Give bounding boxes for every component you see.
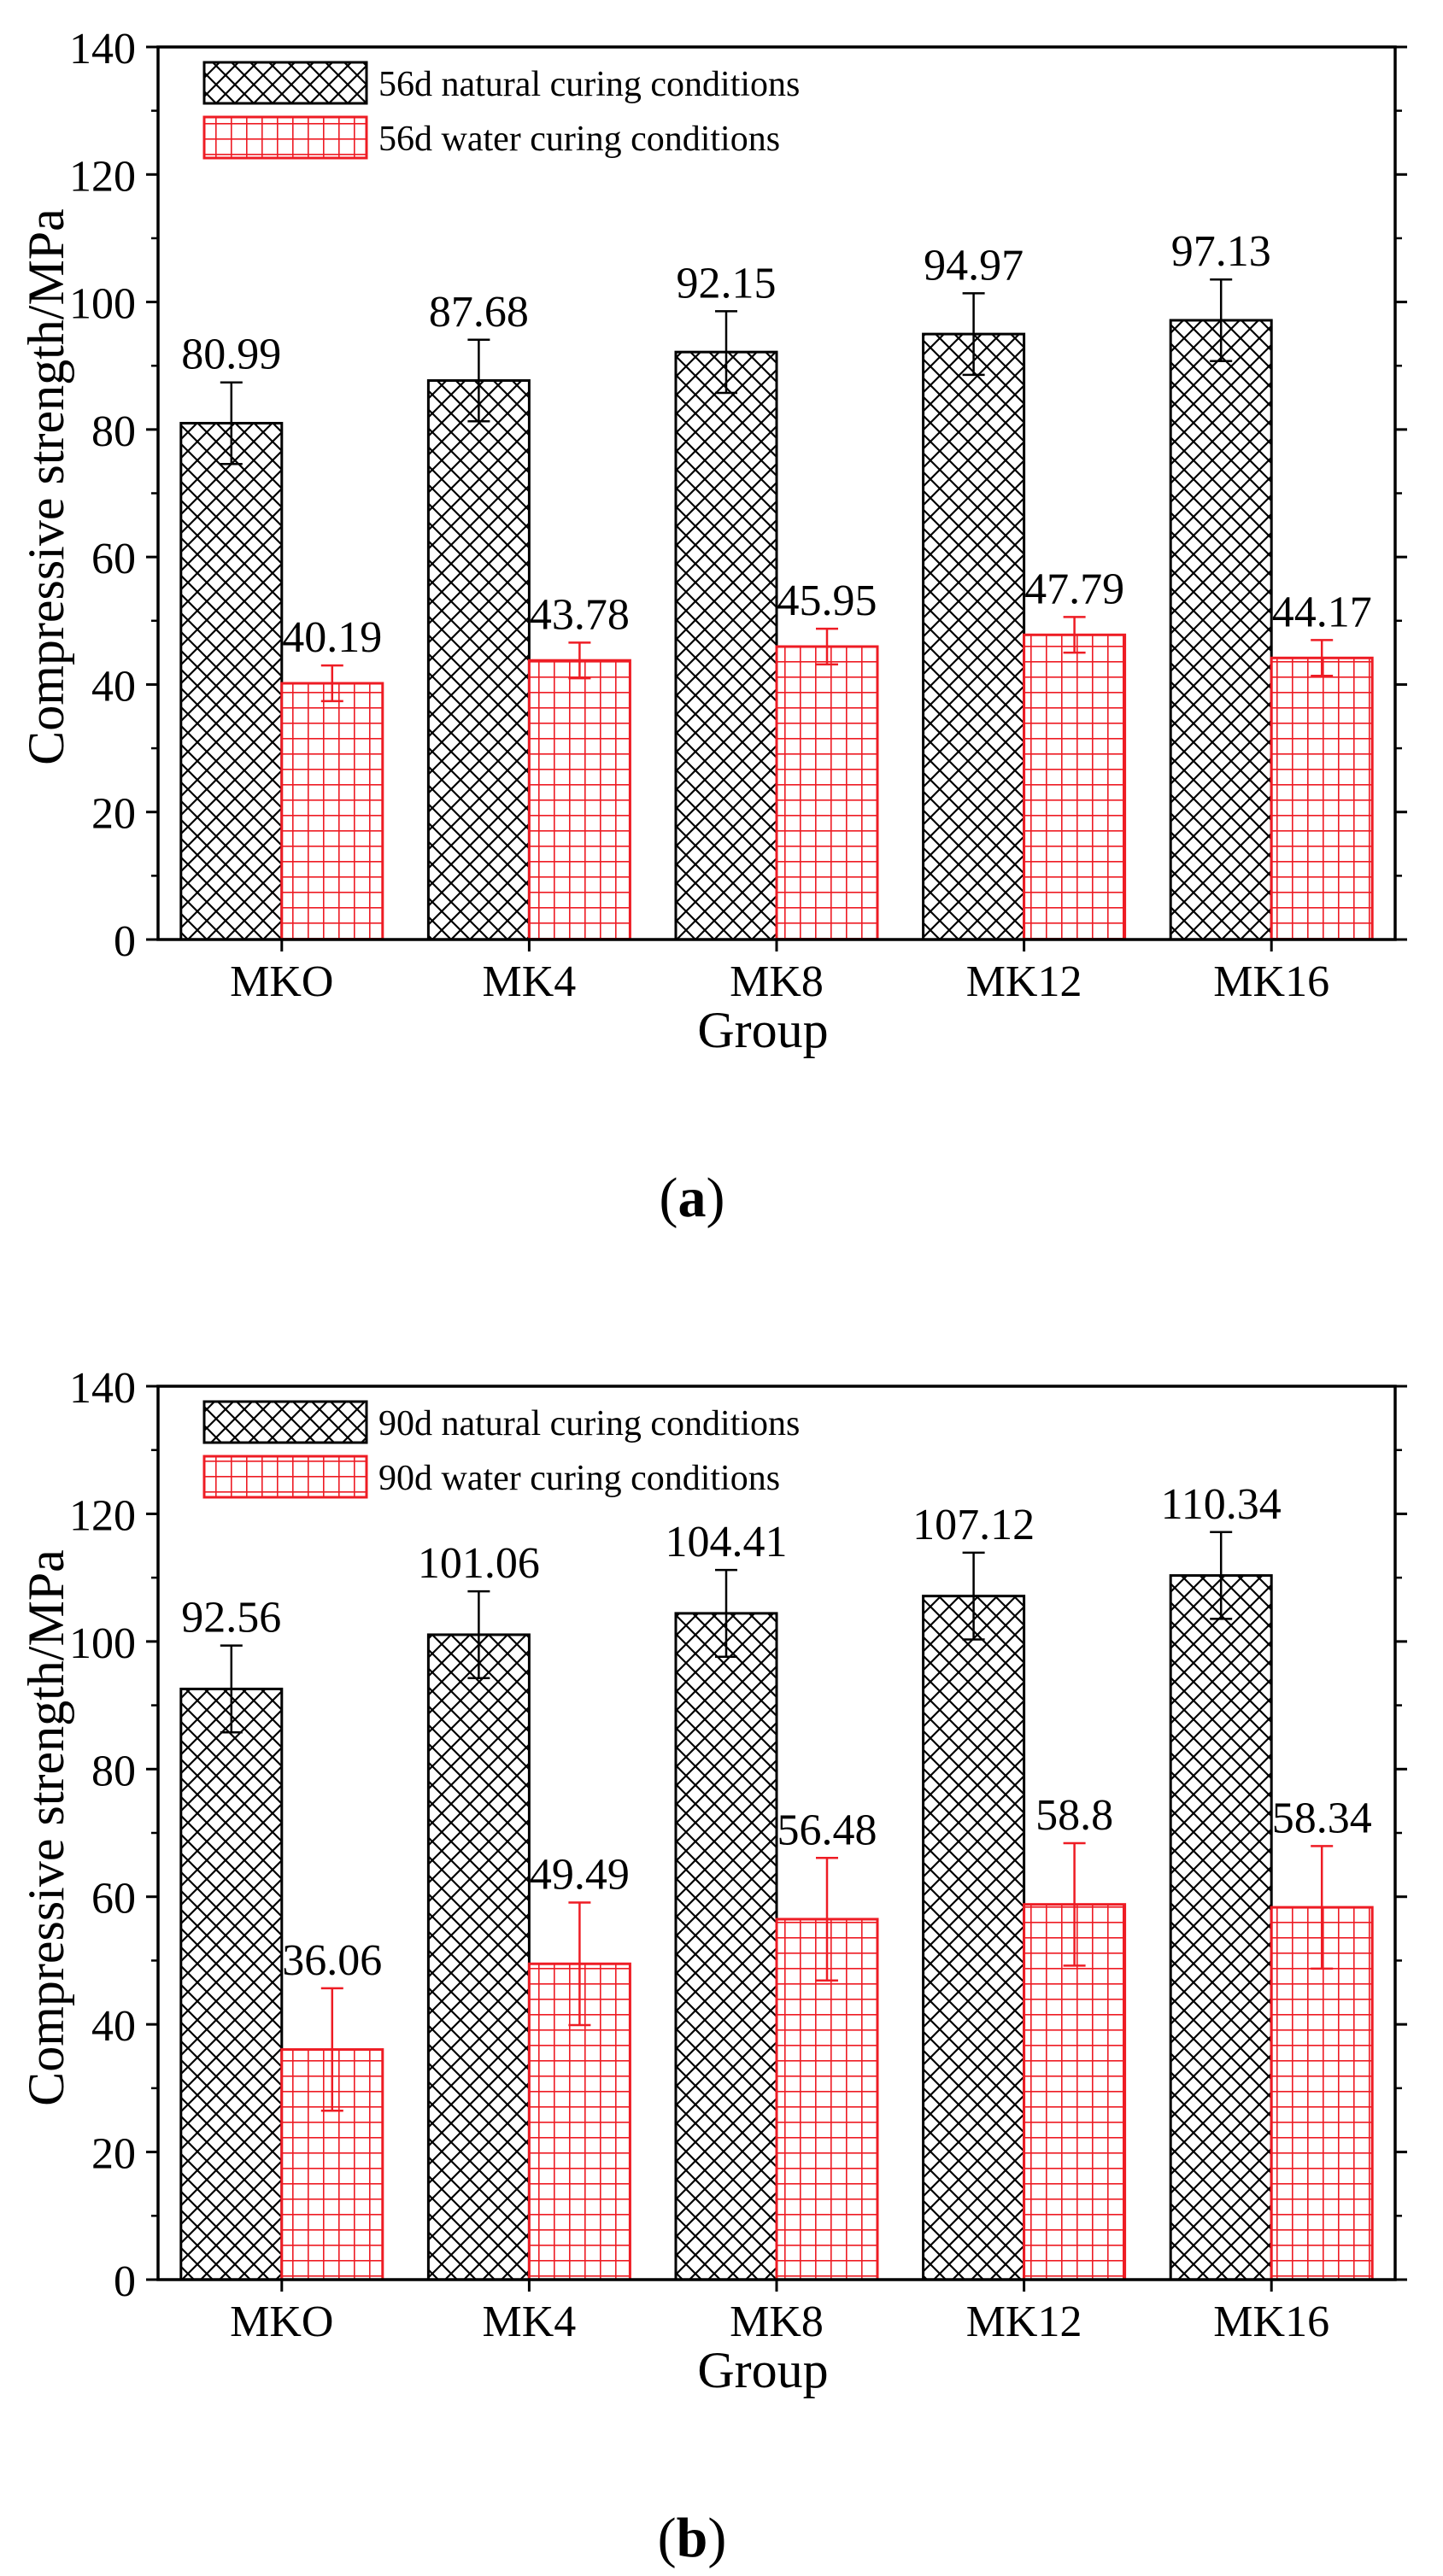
bar-water-mko	[280, 682, 384, 941]
x-axis-title: Group	[697, 2342, 828, 2398]
legend-swatch-water	[202, 115, 368, 160]
y-tick-label: 40	[91, 662, 136, 711]
x-tick-label: MK4	[483, 2298, 577, 2346]
data-label: 110.34	[1161, 1480, 1282, 1529]
bar-water-mk12	[1023, 1903, 1127, 2281]
legend-swatch-natural	[202, 61, 368, 105]
y-tick-label: 80	[91, 407, 136, 456]
data-label: 58.34	[1272, 1794, 1372, 1842]
data-label: 43.78	[530, 590, 630, 639]
legend-label: 56d water curing conditions	[378, 120, 780, 159]
y-tick-label: 0	[114, 2257, 136, 2306]
x-tick-label: MK16	[1213, 957, 1329, 1006]
y-axis-title: Compressive strength/MPa	[18, 208, 74, 765]
data-label: 92.56	[181, 1594, 281, 1642]
plot-area: 0 20 40 60 80 100 120 140 80.99 40.19 MKO 87.68 43.7…	[69, 25, 1407, 1006]
chart-a: Compressive strength/MPa Group 0 20 40 60 80…	[18, 25, 1407, 1229]
bar-natural-mk16	[1169, 319, 1273, 941]
y-tick-label: 100	[69, 1619, 136, 1668]
y-tick-label: 120	[69, 152, 136, 201]
bar-natural-mk4	[426, 1633, 531, 2281]
y-tick-label: 60	[91, 535, 136, 583]
y-tick-label: 60	[91, 1875, 136, 1923]
data-label: 80.99	[181, 331, 281, 379]
x-tick-label: MK8	[730, 2298, 824, 2346]
data-label: 107.12	[912, 1501, 1035, 1549]
data-label: 47.79	[1024, 565, 1124, 613]
y-tick-label: 100	[69, 280, 136, 329]
data-label: 94.97	[924, 241, 1024, 290]
data-label: 101.06	[418, 1539, 540, 1588]
plot-area: 0 20 40 60 80 100 120 140 92.56 36.06 MKO 101.06 49.…	[69, 1364, 1407, 2346]
y-tick-label: 20	[91, 2130, 136, 2179]
bar-natural-mk12	[922, 332, 1026, 941]
bar-water-mk4	[527, 659, 631, 941]
legend-label: 90d natural curing conditions	[378, 1404, 800, 1443]
data-label: 58.8	[1035, 1791, 1113, 1840]
plot-frame	[156, 45, 1397, 941]
data-label: 45.95	[777, 577, 877, 625]
y-axis-title: Compressive strength/MPa	[18, 1549, 74, 2106]
bar-natural-mk16	[1169, 1574, 1273, 2281]
x-tick-label: MK4	[483, 957, 577, 1006]
x-tick-label: MKO	[230, 957, 333, 1006]
data-label: 40.19	[282, 613, 382, 662]
data-label: 49.49	[530, 1851, 630, 1900]
data-label: 104.41	[666, 1518, 788, 1566]
y-tick-label: 140	[69, 25, 136, 73]
x-tick-label: MKO	[230, 2298, 333, 2346]
y-tick-label: 80	[91, 1747, 136, 1795]
data-label: 36.06	[282, 1936, 382, 1985]
y-tick-label: 120	[69, 1491, 136, 1540]
bar-natural-mko	[179, 421, 284, 941]
legend-label: 90d water curing conditions	[378, 1459, 780, 1498]
panel-caption: (a)	[660, 1167, 725, 1229]
plot-frame	[156, 1385, 1397, 2281]
data-label: 56.48	[777, 1806, 877, 1854]
y-tick-label: 0	[114, 917, 136, 966]
x-tick-label: MK16	[1213, 2298, 1329, 2346]
chart-b: Compressive strength/MPa Group 0 20 40 60 80…	[18, 1364, 1407, 2569]
legend-label: 56d natural curing conditions	[378, 65, 800, 104]
x-axis-title: Group	[697, 1002, 828, 1058]
bar-natural-mk12	[922, 1595, 1026, 2281]
bar-natural-mk8	[674, 350, 778, 941]
x-tick-label: MK12	[966, 2298, 1082, 2346]
bar-natural-mk4	[426, 379, 531, 941]
legend-swatch-natural	[202, 1400, 368, 1444]
bar-natural-mk8	[674, 1612, 778, 2281]
data-label: 87.68	[429, 288, 529, 337]
y-tick-label: 20	[91, 790, 136, 839]
data-label: 44.17	[1272, 588, 1372, 636]
y-tick-label: 40	[91, 2002, 136, 2051]
panel-caption: (b)	[658, 2507, 727, 2569]
bar-water-mk16	[1270, 656, 1374, 941]
x-tick-label: MK12	[966, 957, 1082, 1006]
data-label: 92.15	[677, 259, 777, 307]
legend-swatch-water	[202, 1455, 368, 1499]
bar-water-mk8	[775, 645, 879, 941]
x-tick-label: MK8	[730, 957, 824, 1006]
data-label: 97.13	[1171, 227, 1271, 276]
y-tick-label: 140	[69, 1364, 136, 1413]
bar-water-mk12	[1023, 633, 1127, 941]
bar-natural-mko	[179, 1687, 284, 2281]
